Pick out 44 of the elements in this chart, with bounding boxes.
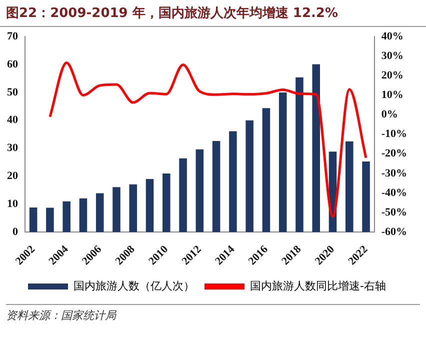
- y2-tick-label: 30%: [381, 50, 404, 62]
- y-tick-label: 30: [7, 142, 18, 154]
- bar: [129, 184, 138, 232]
- bar: [196, 149, 204, 232]
- y2-tick-label: -30%: [381, 167, 408, 180]
- y2-tick-label: 40%: [381, 30, 404, 42]
- bar: [162, 173, 170, 232]
- y-tick-label: 20: [7, 170, 18, 182]
- legend-label: 国内旅游人数（亿人次）: [74, 279, 195, 292]
- bar: [229, 131, 237, 232]
- bar: [96, 193, 104, 232]
- y2-tick-label: 20%: [381, 70, 404, 82]
- legend-label: 国内旅游人数同比增速-右轴: [250, 279, 386, 292]
- bar: [345, 141, 354, 232]
- y2-tick-label: -60%: [381, 226, 408, 238]
- bar: [62, 201, 70, 232]
- y2-tick-label: -10%: [381, 128, 408, 140]
- bar: [296, 77, 304, 232]
- y2-tick-label: 0%: [381, 108, 398, 121]
- text: 资料来源：国家统计局: [6, 308, 118, 323]
- bar: [262, 108, 270, 232]
- y2-tick-label: 10%: [381, 89, 404, 102]
- y-tick-label: 70: [7, 30, 18, 42]
- y2-tick-label: -40%: [381, 186, 408, 199]
- bar: [29, 208, 38, 232]
- bar: [362, 161, 370, 232]
- bar: [146, 179, 154, 232]
- y2-tick-label: -20%: [381, 148, 408, 160]
- bar: [212, 141, 220, 232]
- y-tick-label: 0: [12, 226, 18, 238]
- bar: [112, 187, 120, 232]
- bar: [79, 198, 88, 232]
- bar: [278, 92, 287, 232]
- bar: [179, 158, 187, 232]
- bar: [246, 120, 254, 232]
- chart-title: 图22：2009-2019 年，国内旅游人次年均增速 12.2%: [0, 0, 426, 27]
- bar: [46, 208, 54, 232]
- y-tick-label: 10: [7, 198, 18, 210]
- y-tick-label: 50: [7, 86, 18, 98]
- y-tick-label: 40: [7, 114, 18, 126]
- y-tick-label: 60: [7, 58, 18, 70]
- y2-tick-label: -50%: [381, 206, 408, 218]
- bar: [312, 64, 320, 232]
- line-series: [48, 62, 368, 218]
